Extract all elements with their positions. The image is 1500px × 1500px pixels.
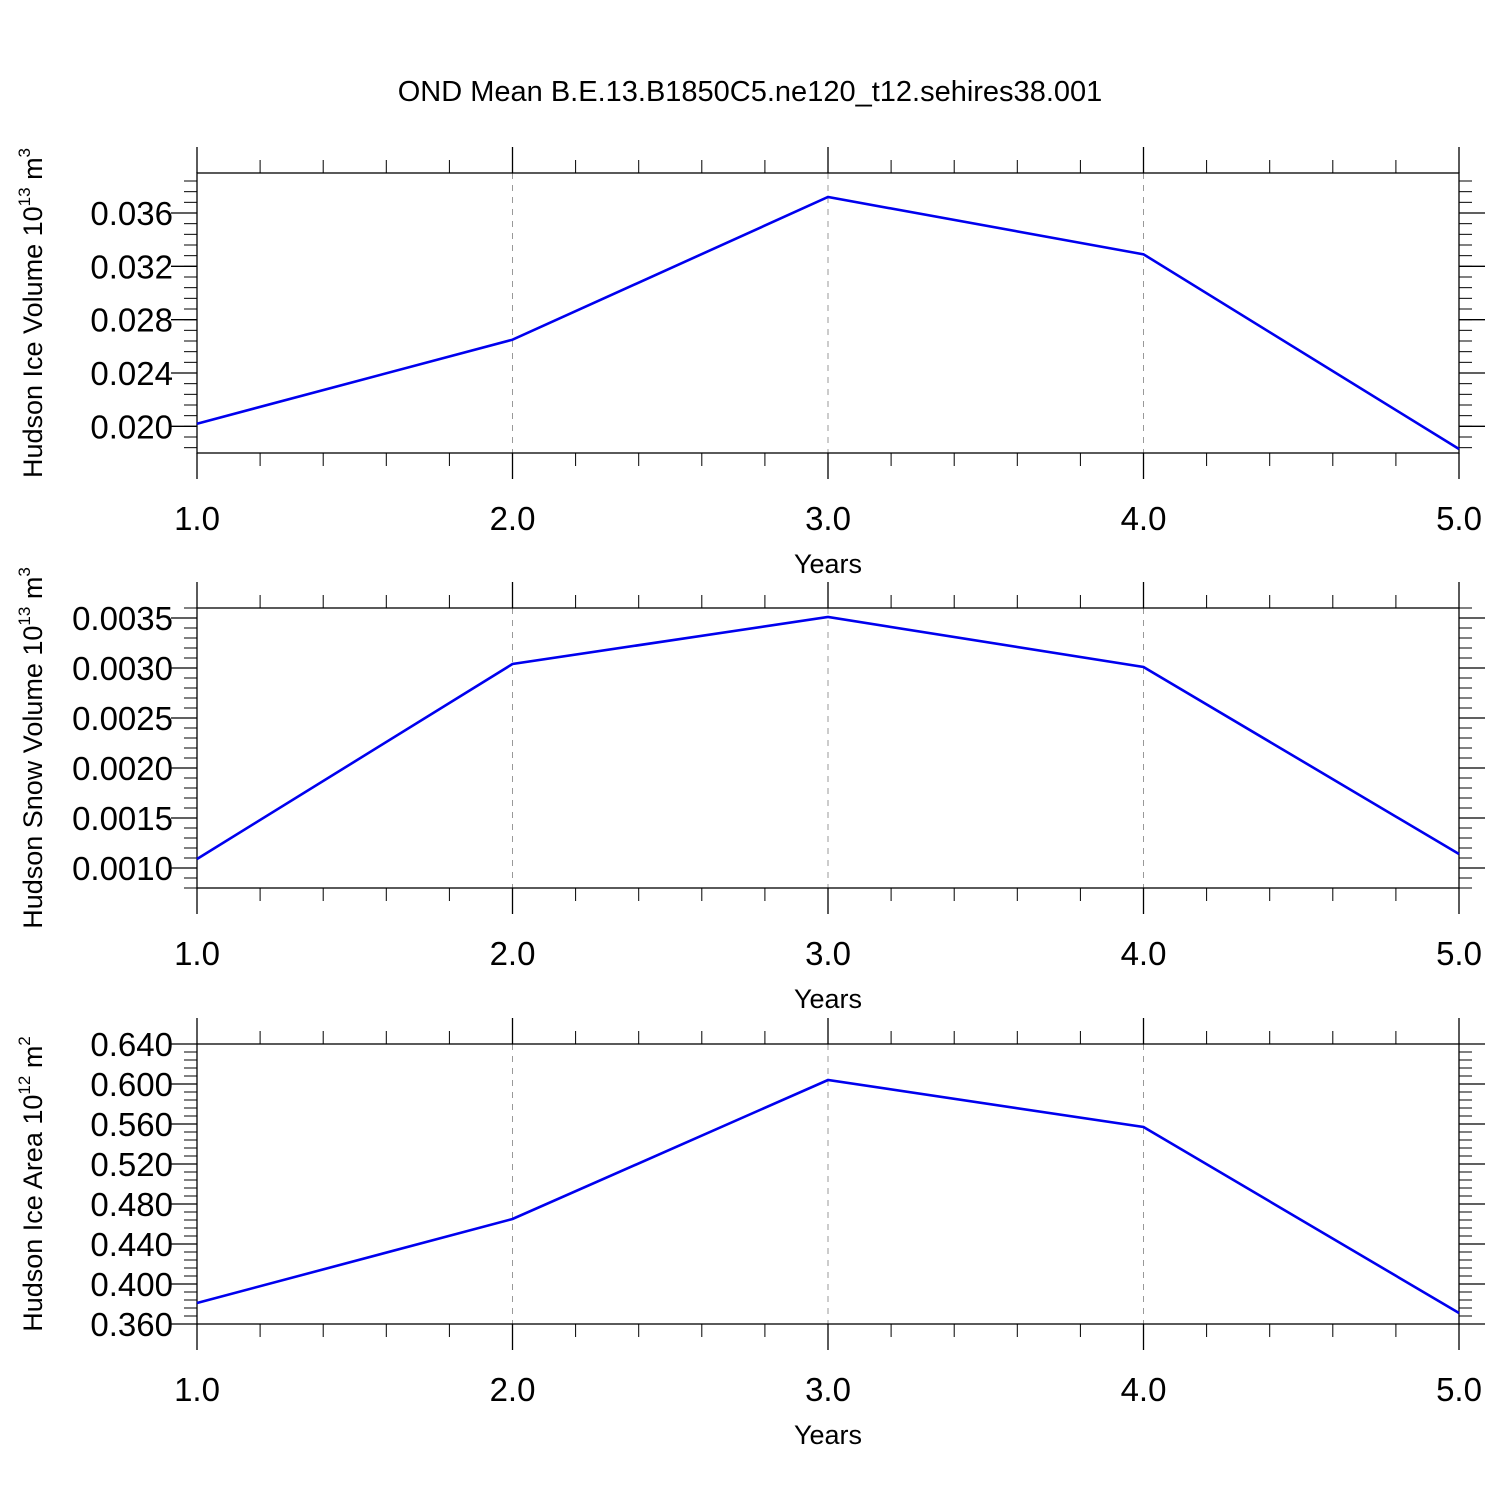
x-tick-label: 2.0 <box>490 500 536 537</box>
plot-frame <box>196 607 1460 889</box>
y-tick-label: 0.640 <box>90 1026 173 1063</box>
x-tick-label: 4.0 <box>1121 1371 1167 1408</box>
y-tick-label: 0.032 <box>90 248 173 285</box>
y-tick-label: 0.480 <box>90 1186 173 1223</box>
y-tick-label: 0.0015 <box>72 800 173 837</box>
x-tick-label: 3.0 <box>805 500 851 537</box>
y-tick-label: 0.036 <box>90 195 173 232</box>
panel-2: 1.0 2.0 3.0 4.0 5.0 0.0010 0.0015 0.0020 0.0025 0… <box>15 567 1485 1014</box>
y-label-exponent: 13 <box>15 607 34 626</box>
x-axis-label: Years <box>794 549 862 579</box>
y-tick-label: 0.0035 <box>72 600 173 637</box>
y-tick-label: 0.0025 <box>72 700 173 737</box>
x-tick-label: 5.0 <box>1436 500 1482 537</box>
plot-frame <box>196 172 1460 454</box>
series-line <box>196 615 1460 861</box>
y-tick-label: 0.0020 <box>72 750 173 787</box>
y-label-unit: m <box>18 157 48 187</box>
panels: 1.0 2.0 3.0 4.0 5.0 0.020 0.024 0.028 0.032 0.036… <box>15 147 1485 1450</box>
y-label-text: Hudson Ice Area 10 <box>18 1095 48 1332</box>
x-tick-label: 4.0 <box>1121 935 1167 972</box>
x-tick-label: 1.0 <box>174 935 220 972</box>
y-axis-label: Hudson Ice Area 1012 m2 <box>15 1036 48 1332</box>
y-label-exponent: 12 <box>15 1076 34 1095</box>
y-label-unit-exponent: 3 <box>15 567 34 576</box>
x-axis-label: Years <box>794 1420 862 1450</box>
figure-title: OND Mean B.E.13.B1850C5.ne120_t12.sehire… <box>398 76 1103 108</box>
y-tick-label: 0.0030 <box>72 650 173 687</box>
y-tick-label: 0.360 <box>90 1306 173 1343</box>
y-label-unit: m <box>18 1046 48 1076</box>
x-tick-label: 3.0 <box>805 1371 851 1408</box>
x-tick-label: 1.0 <box>174 500 220 537</box>
y-tick-label: 0.600 <box>90 1066 173 1103</box>
x-tick-label: 3.0 <box>805 935 851 972</box>
y-tick-label: 0.520 <box>90 1146 173 1183</box>
series-line <box>196 1078 1460 1315</box>
x-axis-label: Years <box>794 984 862 1014</box>
y-tick-label: 0.560 <box>90 1106 173 1143</box>
y-label-unit-exponent: 2 <box>15 1036 34 1045</box>
y-tick-label: 0.0010 <box>72 850 173 887</box>
y-tick-label: 0.400 <box>90 1266 173 1303</box>
y-label-unit-exponent: 3 <box>15 148 34 157</box>
x-tick-label: 2.0 <box>490 935 536 972</box>
y-axis-label: Hudson Ice Volume 1013 m3 <box>15 148 48 478</box>
y-axis-label: Hudson Snow Volume 1013 m3 <box>15 567 48 929</box>
x-tick-label: 5.0 <box>1436 935 1482 972</box>
y-label-text: Hudson Snow Volume 10 <box>18 626 48 929</box>
y-tick-label: 0.440 <box>90 1226 173 1263</box>
panel-1: 1.0 2.0 3.0 4.0 5.0 0.020 0.024 0.028 0.032 0.036… <box>15 147 1485 579</box>
x-tick-label: 4.0 <box>1121 500 1167 537</box>
y-tick-label: 0.020 <box>90 408 173 445</box>
panel-3: 1.0 2.0 3.0 4.0 5.0 0.3600.4000.4400.4800.520… <box>15 1018 1485 1450</box>
plot-frame <box>196 1043 1460 1325</box>
y-tick-label: 0.028 <box>90 302 173 339</box>
x-tick-label: 1.0 <box>174 1371 220 1408</box>
y-tick-label: 0.024 <box>90 355 173 392</box>
y-label-exponent: 13 <box>15 187 34 206</box>
y-label-unit: m <box>18 577 48 607</box>
y-label-text: Hudson Ice Volume 10 <box>18 206 48 478</box>
x-tick-label: 2.0 <box>490 1371 536 1408</box>
x-tick-label: 5.0 <box>1436 1371 1482 1408</box>
